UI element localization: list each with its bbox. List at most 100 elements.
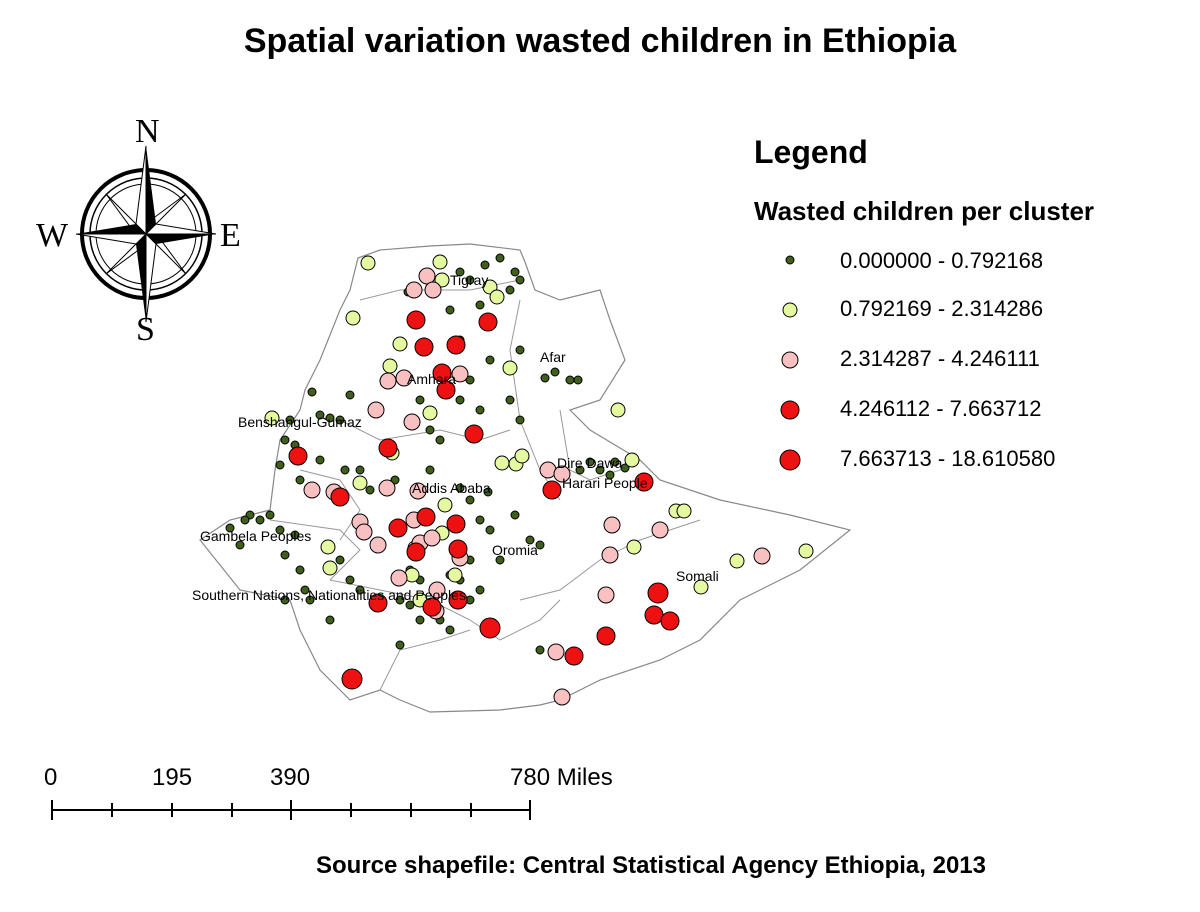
cluster-point bbox=[345, 310, 361, 326]
cluster-point bbox=[693, 579, 709, 595]
cluster-point bbox=[275, 460, 285, 470]
cluster-points bbox=[225, 253, 814, 706]
cluster-point bbox=[515, 345, 525, 355]
cluster-point bbox=[596, 626, 616, 646]
cluster-point bbox=[425, 465, 435, 475]
cluster-point bbox=[465, 495, 475, 505]
legend-subtitle: Wasted children per cluster bbox=[754, 196, 1095, 226]
cluster-point bbox=[494, 455, 510, 471]
cluster-point bbox=[535, 645, 545, 655]
cluster-point bbox=[437, 497, 453, 513]
cluster-point bbox=[445, 625, 455, 635]
cluster-point bbox=[475, 585, 485, 595]
cluster-point bbox=[553, 688, 571, 706]
cluster-point bbox=[425, 425, 435, 435]
cluster-point bbox=[295, 565, 305, 575]
cluster-point bbox=[388, 518, 408, 538]
cluster-point bbox=[605, 470, 615, 480]
cluster-point bbox=[644, 605, 664, 625]
cluster-point bbox=[315, 455, 325, 465]
cluster-point bbox=[395, 595, 405, 605]
cluster-point bbox=[436, 380, 456, 400]
cluster-point bbox=[415, 395, 425, 405]
cluster-point bbox=[505, 395, 515, 405]
cluster-point bbox=[422, 405, 438, 421]
scale-bar bbox=[51, 800, 531, 820]
cluster-point bbox=[330, 487, 350, 507]
cluster-point bbox=[432, 254, 448, 270]
country-outline bbox=[199, 243, 852, 713]
cluster-point bbox=[447, 567, 463, 583]
cluster-point bbox=[480, 260, 490, 270]
cluster-point bbox=[624, 452, 640, 468]
region-label-benshangul: Benshangul-Gumaz bbox=[238, 414, 362, 430]
cluster-point bbox=[415, 615, 425, 625]
legend-label: 0.000000 - 0.792168 bbox=[840, 248, 1044, 273]
cluster-point bbox=[320, 539, 336, 555]
cluster-point bbox=[510, 510, 520, 520]
cluster-point bbox=[360, 255, 376, 271]
cluster-point bbox=[341, 668, 363, 690]
cluster-point bbox=[575, 465, 585, 475]
cluster-point bbox=[435, 435, 445, 445]
region-label-harari: Harari People bbox=[562, 475, 648, 491]
cluster-point bbox=[495, 253, 505, 263]
cluster-point bbox=[451, 365, 469, 383]
cluster-point bbox=[423, 529, 441, 547]
region-label-tigray: Tigray bbox=[450, 272, 488, 288]
cluster-point bbox=[446, 335, 466, 355]
cluster-point bbox=[573, 375, 583, 385]
cluster-point bbox=[290, 530, 300, 540]
cluster-point bbox=[315, 410, 325, 420]
cluster-point bbox=[345, 390, 355, 400]
cluster-point bbox=[235, 540, 245, 550]
cluster-point bbox=[355, 523, 373, 541]
cluster-point bbox=[515, 275, 525, 285]
cluster-point bbox=[255, 515, 265, 525]
cluster-point bbox=[395, 369, 413, 387]
cluster-point bbox=[651, 521, 669, 539]
cluster-point bbox=[414, 337, 434, 357]
cluster-point bbox=[280, 435, 290, 445]
region-labels: Tigray Afar Amhara Benshangul-Gumaz Dire… bbox=[192, 272, 719, 603]
cluster-point bbox=[448, 539, 468, 559]
cluster-point bbox=[405, 600, 415, 610]
legend-label: 2.314287 - 4.246111 bbox=[840, 346, 1040, 371]
cluster-point bbox=[409, 482, 427, 500]
cluster-point bbox=[392, 336, 408, 352]
legend-item: 2.314287 - 4.246111 bbox=[770, 340, 1190, 380]
scale-label-390: 390 bbox=[270, 764, 311, 791]
legend-label: 7.663713 - 18.610580 bbox=[840, 446, 1056, 471]
compass-east-label: E bbox=[220, 217, 241, 254]
cluster-point bbox=[428, 581, 446, 599]
cluster-point bbox=[264, 410, 280, 426]
cluster-point bbox=[280, 550, 290, 560]
cluster-point bbox=[525, 535, 535, 545]
cluster-point bbox=[626, 539, 642, 555]
cluster-point bbox=[448, 590, 468, 610]
cluster-point bbox=[390, 569, 408, 587]
cluster-point bbox=[595, 465, 605, 475]
region-label-oromia: Oromia bbox=[492, 542, 538, 558]
cluster-point bbox=[305, 595, 315, 605]
source-note: Source shapefile: Central Statistical Ag… bbox=[316, 852, 986, 879]
cluster-point bbox=[489, 289, 505, 305]
cluster-point bbox=[280, 595, 290, 605]
cluster-point bbox=[368, 593, 388, 613]
cluster-point bbox=[535, 540, 545, 550]
compass-west-label: W bbox=[36, 217, 69, 254]
legend-symbol bbox=[785, 255, 795, 265]
cluster-point bbox=[455, 483, 465, 493]
cluster-point bbox=[505, 285, 515, 295]
region-label-gambela: Gambela Peoples bbox=[200, 528, 311, 544]
legend-symbol bbox=[780, 400, 800, 420]
cluster-point bbox=[325, 615, 335, 625]
region-label-dire-dawa: Dire Dawa bbox=[557, 455, 623, 471]
cluster-point bbox=[495, 555, 505, 565]
legend-symbol bbox=[782, 302, 798, 318]
cluster-point bbox=[753, 547, 771, 565]
cluster-point bbox=[424, 281, 442, 299]
region-label-snnp: Southern Nations, Nationalities and Peop… bbox=[192, 587, 466, 603]
cluster-point bbox=[564, 646, 584, 666]
cluster-point bbox=[322, 560, 338, 576]
